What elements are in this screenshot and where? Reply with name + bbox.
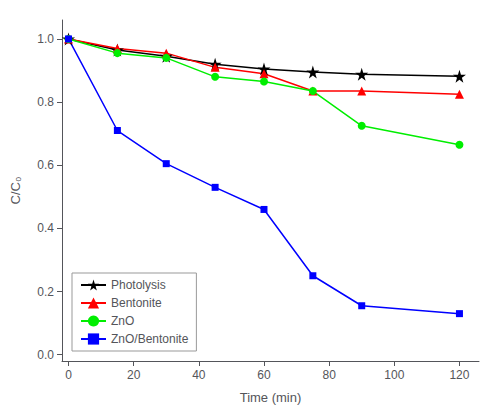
- svg-text:0.2: 0.2: [37, 285, 54, 299]
- svg-text:100: 100: [384, 368, 404, 382]
- svg-text:ZnO: ZnO: [111, 314, 134, 328]
- svg-text:120: 120: [449, 368, 469, 382]
- svg-text:1.0: 1.0: [37, 32, 54, 46]
- svg-text:Photolysis: Photolysis: [111, 278, 166, 292]
- svg-text:0.8: 0.8: [37, 95, 54, 109]
- svg-text:Bentonite: Bentonite: [111, 296, 162, 310]
- svg-text:60: 60: [257, 368, 271, 382]
- svg-text:ZnO/Bentonite: ZnO/Bentonite: [111, 332, 189, 346]
- svg-text:0.0: 0.0: [37, 348, 54, 362]
- svg-text:0: 0: [65, 368, 72, 382]
- svg-text:Time (min): Time (min): [240, 390, 302, 405]
- svg-text:0.4: 0.4: [37, 221, 54, 235]
- svg-text:0.6: 0.6: [37, 158, 54, 172]
- svg-text:C/C₀: C/C₀: [8, 177, 23, 205]
- svg-text:40: 40: [192, 368, 206, 382]
- svg-text:80: 80: [322, 368, 336, 382]
- svg-text:20: 20: [127, 368, 141, 382]
